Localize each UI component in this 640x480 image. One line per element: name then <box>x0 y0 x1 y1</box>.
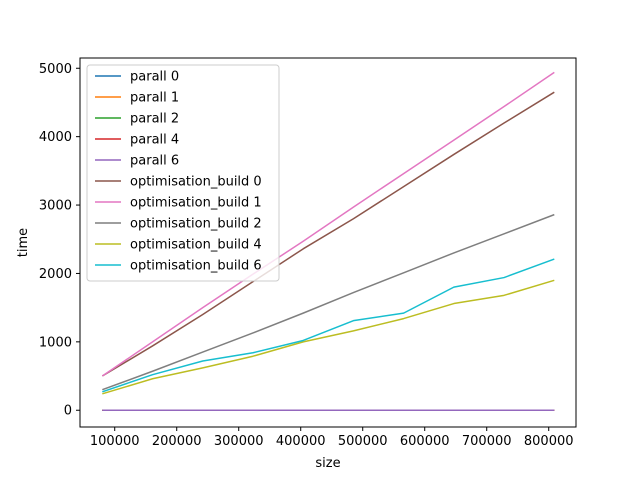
legend-label: parall 4 <box>130 133 179 148</box>
series-line-optimisation_build-6 <box>102 258 555 393</box>
x-tick-label: 200000 <box>152 434 202 449</box>
series-line-optimisation_build-1 <box>101 71 555 377</box>
x-tick-label: 500000 <box>338 434 388 449</box>
series-line-optimisation_build-0 <box>101 91 555 377</box>
y-tick-label: 3000 <box>39 199 72 214</box>
x-axis-title: size <box>315 456 340 471</box>
y-axis-title: time <box>16 228 31 257</box>
legend-label: optimisation_build 4 <box>130 238 262 253</box>
x-tick-label: 700000 <box>462 434 512 449</box>
y-tick-label: 5000 <box>39 62 72 77</box>
legend: parall 0 parall 1 parall 2 parall 4 parall 6… <box>86 64 280 282</box>
x-tick-label: 100000 <box>90 434 140 449</box>
legend-label: parall 6 <box>130 154 179 169</box>
x-tick-label: 600000 <box>400 434 450 449</box>
series-line-optimisation_build-2 <box>102 213 555 391</box>
ticks-layer: 100000 200000 300000 400000 500000 600000 7000… <box>39 62 574 449</box>
legend-label: parall 1 <box>130 91 179 106</box>
legend-label: parall 2 <box>130 112 179 127</box>
legend-label: optimisation_build 1 <box>130 196 262 211</box>
y-tick-label: 0 <box>64 404 72 419</box>
x-tick-label: 800000 <box>524 434 574 449</box>
legend-label: optimisation_build 0 <box>130 175 262 190</box>
legend-label: optimisation_build 2 <box>130 217 262 232</box>
series-layer <box>101 71 555 411</box>
y-tick-label: 2000 <box>39 267 72 282</box>
x-tick-label: 400000 <box>276 434 326 449</box>
x-tick-label: 300000 <box>214 434 264 449</box>
plot-frame <box>79 57 577 428</box>
y-tick-label: 1000 <box>39 335 72 350</box>
series-line-optimisation_build-4 <box>102 279 555 395</box>
y-tick-label: 4000 <box>39 130 72 145</box>
legend-label: optimisation_build 6 <box>130 259 262 274</box>
legend-box <box>86 64 280 282</box>
legend-label: parall 0 <box>130 70 179 85</box>
